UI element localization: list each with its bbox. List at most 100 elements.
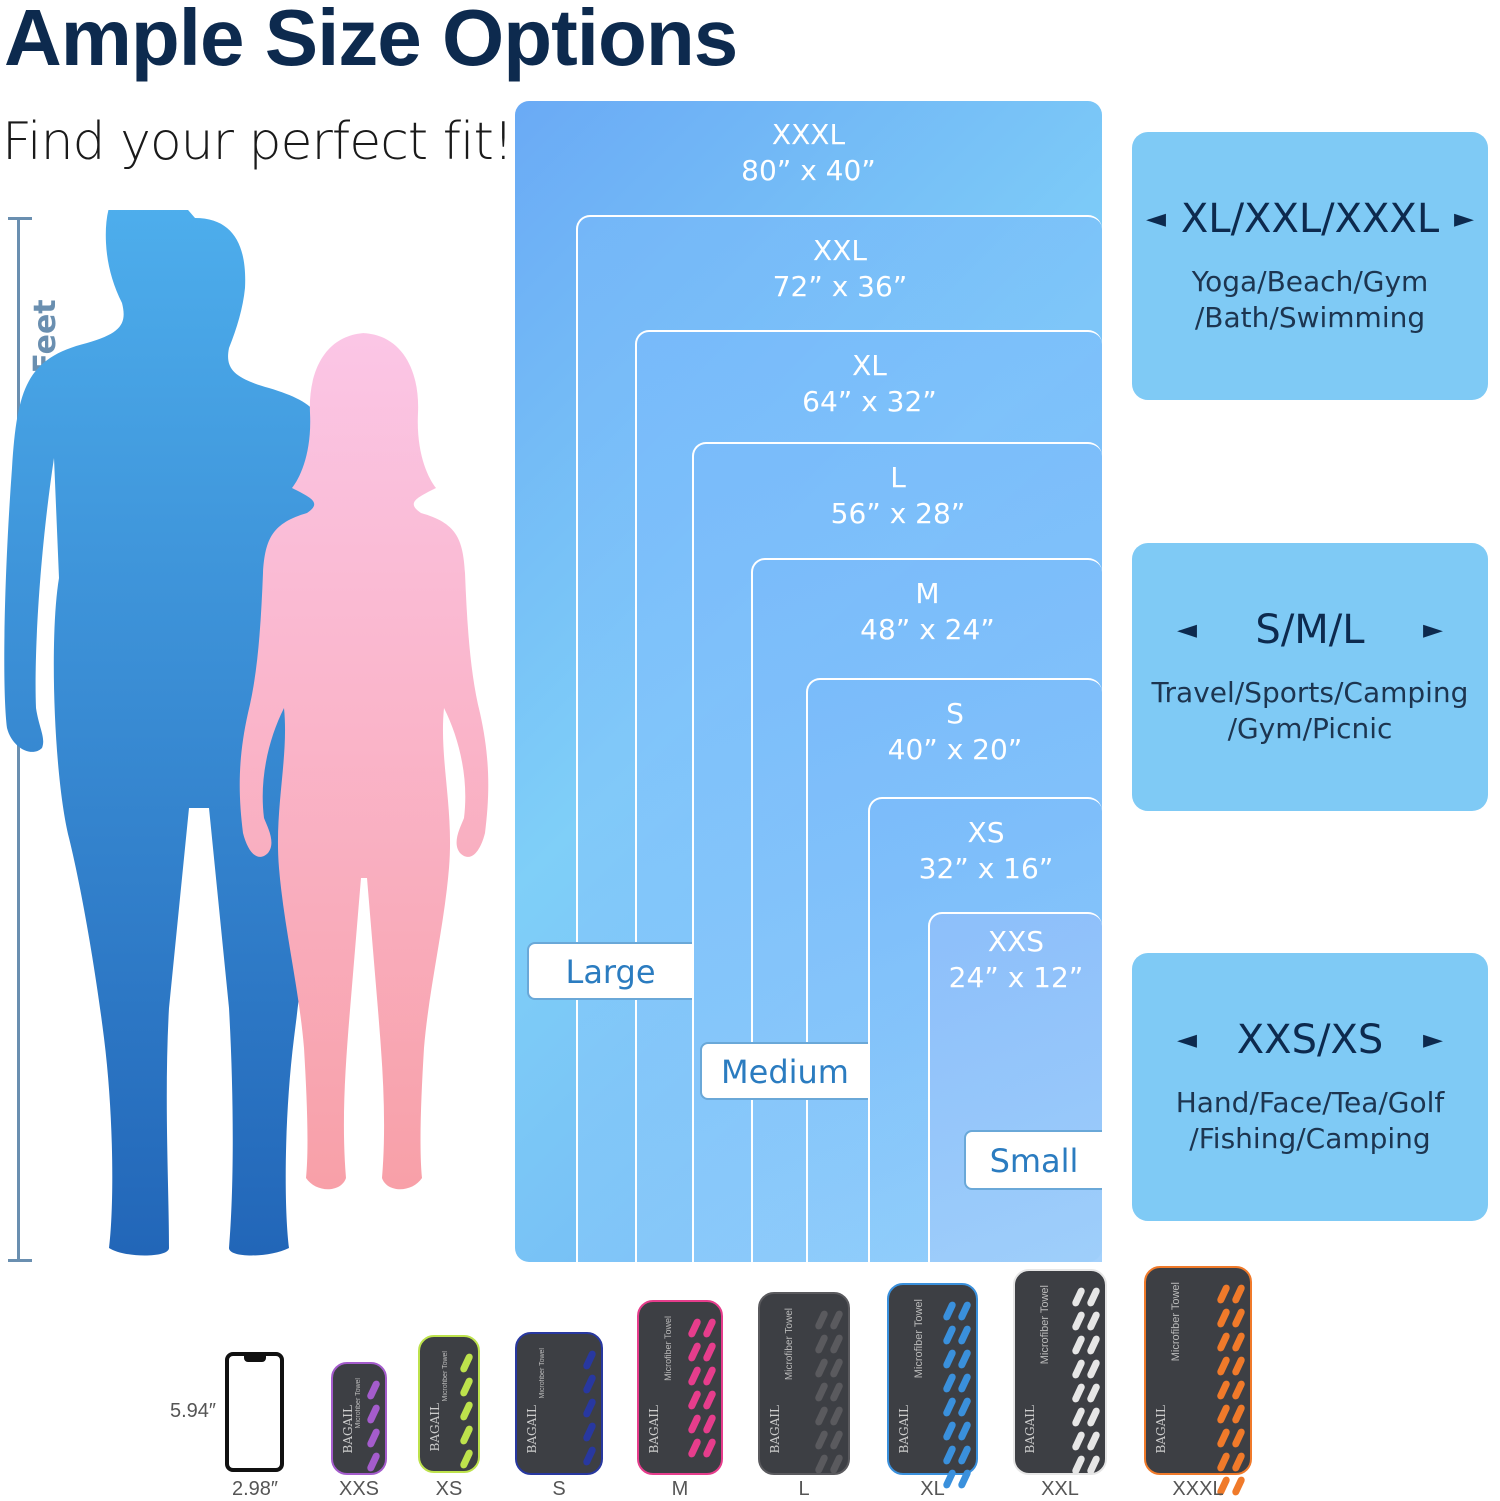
dot [1086,1286,1101,1308]
product-name: Microfiber Towel [539,1348,546,1399]
panel-uses: /Fishing/Camping [1189,1122,1431,1155]
dot [957,1348,972,1370]
size-name: XXL [813,234,867,267]
dot [687,1389,702,1411]
ruler-tick-bottom [8,1259,32,1262]
dot [1071,1358,1086,1380]
silhouettes [4,210,489,1256]
dot [957,1372,972,1394]
brand-logo: BAGAIL [525,1404,539,1453]
brand-logo: BAGAIL [1154,1404,1168,1453]
dot [1216,1283,1231,1305]
dot [957,1420,972,1442]
dot [1231,1331,1246,1353]
product-name: Microfiber Towel [442,1351,449,1402]
dot [702,1389,717,1411]
dot [687,1341,702,1363]
dot [1086,1310,1101,1332]
ruler-tick-top [8,217,32,220]
dot [366,1427,381,1449]
dot [1231,1307,1246,1329]
arrow-left-icon: ◄ [1146,204,1166,234]
dot [702,1437,717,1459]
group-tag-large: Large [527,942,692,1000]
dot [1086,1454,1101,1476]
arrow-right-icon: ► [1423,1025,1443,1055]
group-tag-small: Small [964,1130,1102,1190]
dot [1216,1355,1231,1377]
towel-case-3: BAGAIL Microfiber Towel [637,1300,723,1475]
dot [687,1413,702,1435]
dot [1086,1358,1101,1380]
dot [957,1300,972,1322]
man-silhouette [4,210,344,1256]
size-dims: 80” x 40” [741,154,876,187]
dot [1071,1406,1086,1428]
product-name: Microfiber Towel [355,1378,362,1429]
dot [1216,1307,1231,1329]
panel-uses: /Bath/Swimming [1194,301,1426,334]
group-tag-medium: Medium [700,1042,868,1100]
case-size-label: XL [920,1478,945,1500]
dot [1086,1382,1101,1404]
dot [1071,1334,1086,1356]
dot [702,1365,717,1387]
dot [942,1348,957,1370]
dot [814,1405,829,1427]
arrow-right-icon: ► [1422,615,1443,645]
dot [829,1453,844,1475]
dot [1216,1331,1231,1353]
case-size-label: XS [435,1478,463,1500]
brand-logo: BAGAIL [897,1404,911,1453]
woman-silhouette [239,333,489,1190]
brand-logo: BAGAIL [647,1404,661,1453]
size-name: XXS [987,925,1045,958]
towel-case-1: BAGAIL Microfiber Towel [418,1335,480,1473]
dot [942,1396,957,1418]
towel-case-7: BAGAIL Microfiber Towel [1144,1266,1252,1497]
dot [687,1317,702,1339]
case-size-label: M [671,1478,689,1500]
case-size-label: S [552,1478,566,1500]
dot [702,1317,717,1339]
dot [814,1309,829,1331]
dot [582,1373,597,1395]
dot [829,1405,844,1427]
dot [829,1381,844,1403]
size-dims: 72” x 36” [772,270,908,303]
case-size-label: XXXL [1172,1478,1224,1500]
size-dims: 56” x 28” [830,497,966,530]
dot [1086,1334,1101,1356]
dot [1231,1451,1246,1473]
dot [1071,1382,1086,1404]
size-name: L [890,461,906,494]
dot [1231,1427,1246,1449]
dot [687,1437,702,1459]
dot [829,1357,844,1379]
case-size-label: XXL [1041,1478,1079,1500]
dot [942,1420,957,1442]
dot [702,1341,717,1363]
panel-uses: Hand/Face/Tea/Golf [1175,1086,1445,1119]
subtitle: Find your perfect fit! [2,112,514,172]
dot [1071,1454,1086,1476]
size-dims: 64” x 32” [802,385,937,418]
dot [957,1396,972,1418]
dot [1231,1283,1246,1305]
dot [829,1429,844,1451]
dot-pattern [1071,1285,1101,1476]
phone-width: 2.98″ [231,1478,278,1500]
dot [582,1421,597,1443]
size-name: XXXL [771,118,846,151]
dot [366,1379,381,1401]
dot [1071,1286,1086,1308]
size-dims: 48” x 24” [860,613,995,646]
dot-pattern [687,1316,717,1459]
use-panel-large: ◄ XL/XXL/XXXL ► Yoga/Beach/Gym/Bath/Swimmi… [1132,132,1488,400]
case-size-label: XXS [338,1478,380,1500]
towel-case-0: BAGAIL Microfiber Towel [331,1362,387,1475]
dot [1071,1430,1086,1452]
panel-heading: S/M/L [1255,607,1365,653]
panel-uses: Travel/Sports/Camping [1151,676,1469,709]
dot-pattern [366,1378,381,1473]
